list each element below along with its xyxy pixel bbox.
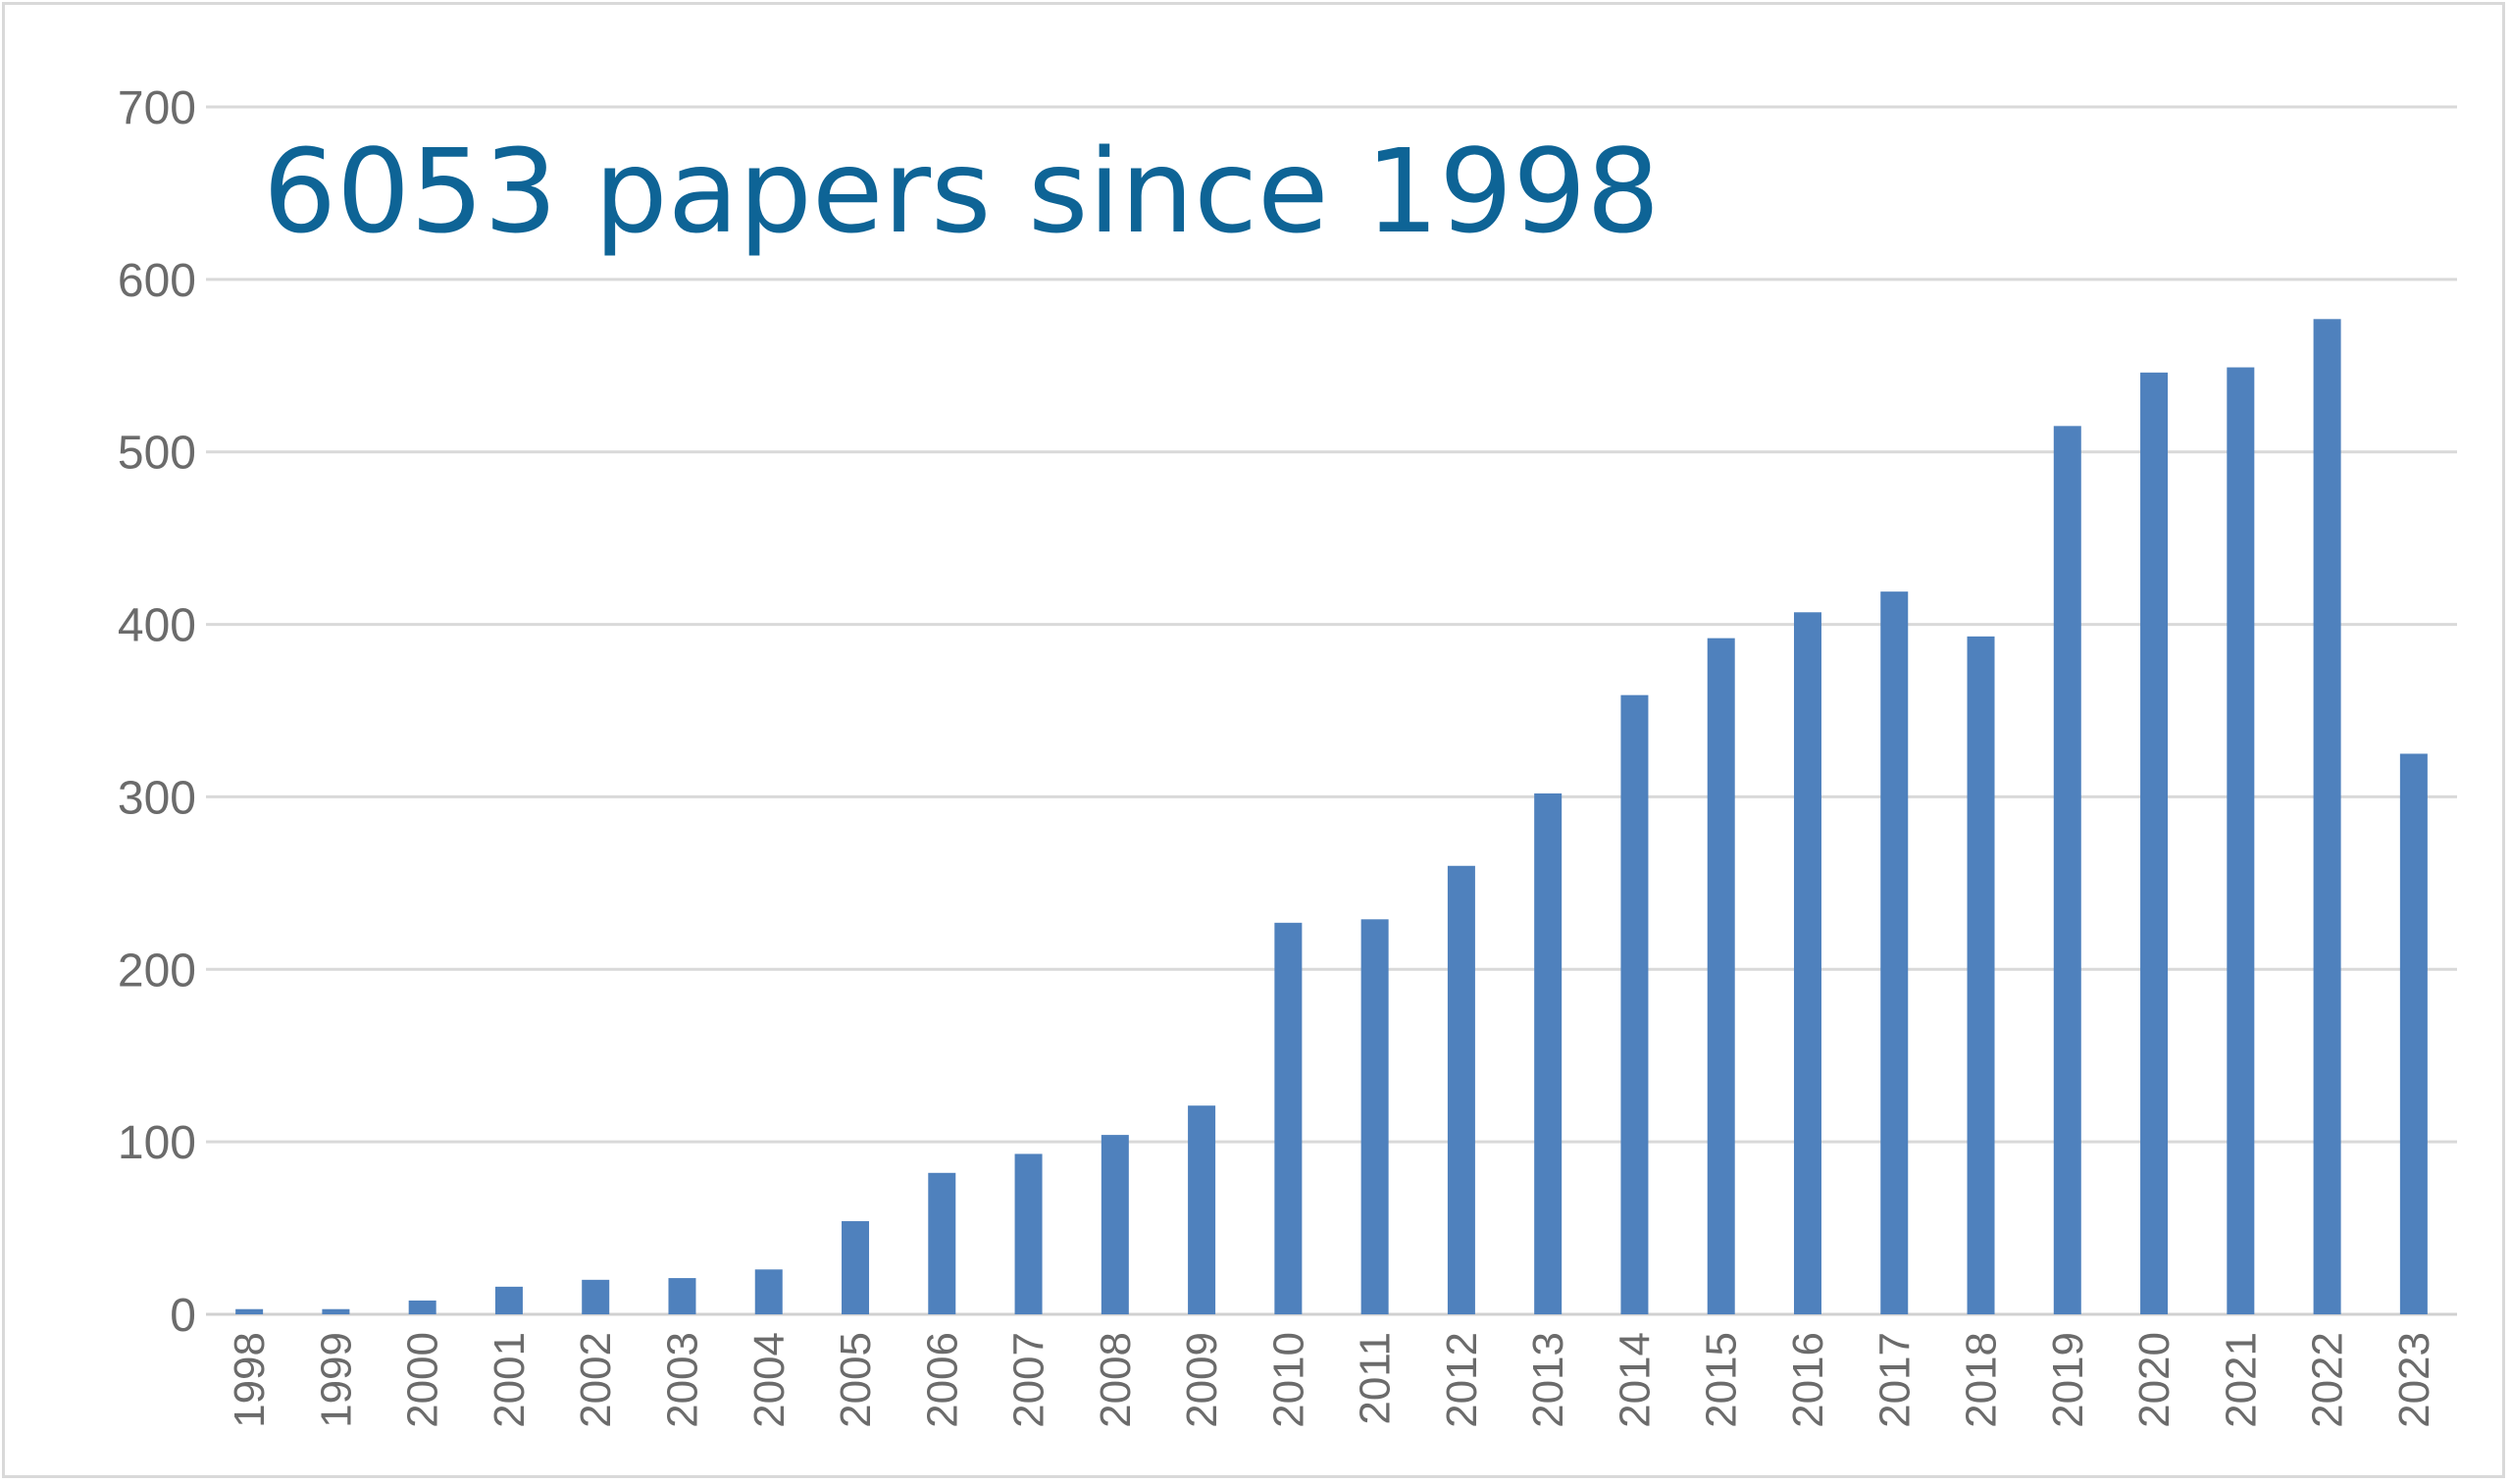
bar-2010 bbox=[1274, 922, 1303, 1314]
bar-2007 bbox=[1014, 1153, 1043, 1314]
x-tick-label: 1999 bbox=[312, 1332, 360, 1428]
x-tick-label: 2006 bbox=[918, 1332, 966, 1428]
x-tick-label: 2011 bbox=[1352, 1332, 1400, 1425]
bar-2005 bbox=[842, 1221, 870, 1314]
x-tick-label: 2012 bbox=[1438, 1332, 1486, 1428]
x-tick-label: 2005 bbox=[832, 1332, 880, 1428]
bar-2022 bbox=[2313, 319, 2341, 1314]
gridlines bbox=[206, 105, 2457, 1316]
bar-2017 bbox=[1880, 591, 1909, 1314]
x-tick-label: 2003 bbox=[658, 1332, 706, 1428]
x-axis-ticks: 1998 1999 2000 2001 2002 2003 2004 2005 2006 2007… bbox=[226, 1332, 2438, 1428]
y-axis-ticks: 0 100 200 300 400 500 600 700 bbox=[118, 82, 196, 1342]
y-tick-label: 0 bbox=[170, 1290, 196, 1342]
x-tick-label: 2016 bbox=[1784, 1332, 1832, 1428]
y-tick-label: 400 bbox=[118, 600, 196, 652]
x-tick-label: 2010 bbox=[1264, 1332, 1312, 1428]
bar-2023 bbox=[2399, 753, 2428, 1314]
bar-2015 bbox=[1707, 638, 1735, 1314]
bar-2013 bbox=[1534, 793, 1563, 1314]
x-tick-label: 2000 bbox=[399, 1332, 447, 1428]
x-tick-label: 2022 bbox=[2304, 1332, 2352, 1428]
bar-2003 bbox=[668, 1278, 696, 1314]
bar-2012 bbox=[1447, 865, 1475, 1314]
x-tick-label: 2017 bbox=[1870, 1332, 1919, 1428]
bar-2001 bbox=[494, 1286, 523, 1314]
x-tick-label: 2021 bbox=[2217, 1332, 2265, 1428]
x-tick-label: 2014 bbox=[1611, 1332, 1659, 1428]
x-tick-label: 2013 bbox=[1524, 1332, 1572, 1428]
x-tick-label: 2008 bbox=[1092, 1332, 1140, 1428]
y-tick-label: 600 bbox=[118, 255, 196, 307]
bar-2020 bbox=[2140, 372, 2169, 1314]
bar-2019 bbox=[2053, 426, 2081, 1315]
bar-2006 bbox=[928, 1172, 956, 1314]
x-tick-label: 2023 bbox=[2390, 1332, 2438, 1428]
chart-title: 6053 papers since 1998 bbox=[263, 124, 1660, 259]
bar-1998 bbox=[235, 1308, 264, 1314]
bar-2004 bbox=[754, 1269, 783, 1314]
x-tick-label: 1998 bbox=[226, 1332, 274, 1428]
bar-2009 bbox=[1188, 1105, 1216, 1314]
bars bbox=[235, 319, 2428, 1315]
bar-2018 bbox=[1967, 636, 1995, 1314]
bar-2000 bbox=[408, 1300, 436, 1314]
bar-1999 bbox=[322, 1308, 350, 1314]
y-tick-label: 300 bbox=[118, 772, 196, 824]
bar-2021 bbox=[2227, 367, 2255, 1314]
bar-2016 bbox=[1793, 612, 1821, 1314]
y-tick-label: 700 bbox=[118, 82, 196, 134]
y-tick-label: 100 bbox=[118, 1117, 196, 1169]
x-tick-label: 2019 bbox=[2044, 1332, 2092, 1428]
y-tick-label: 200 bbox=[118, 945, 196, 997]
x-tick-label: 2015 bbox=[1698, 1332, 1746, 1428]
bar-2002 bbox=[582, 1279, 610, 1314]
x-tick-label: 2002 bbox=[572, 1332, 620, 1428]
y-tick-label: 500 bbox=[118, 428, 196, 480]
x-tick-label: 2007 bbox=[1005, 1332, 1053, 1428]
bar-2008 bbox=[1101, 1135, 1129, 1314]
bar-2014 bbox=[1620, 694, 1649, 1314]
x-tick-label: 2018 bbox=[1958, 1332, 2006, 1428]
x-tick-label: 2009 bbox=[1178, 1332, 1226, 1428]
x-tick-label: 2001 bbox=[486, 1332, 534, 1428]
x-tick-label: 2004 bbox=[745, 1332, 794, 1428]
x-tick-label: 2020 bbox=[2130, 1332, 2178, 1428]
bar-2011 bbox=[1360, 919, 1389, 1314]
